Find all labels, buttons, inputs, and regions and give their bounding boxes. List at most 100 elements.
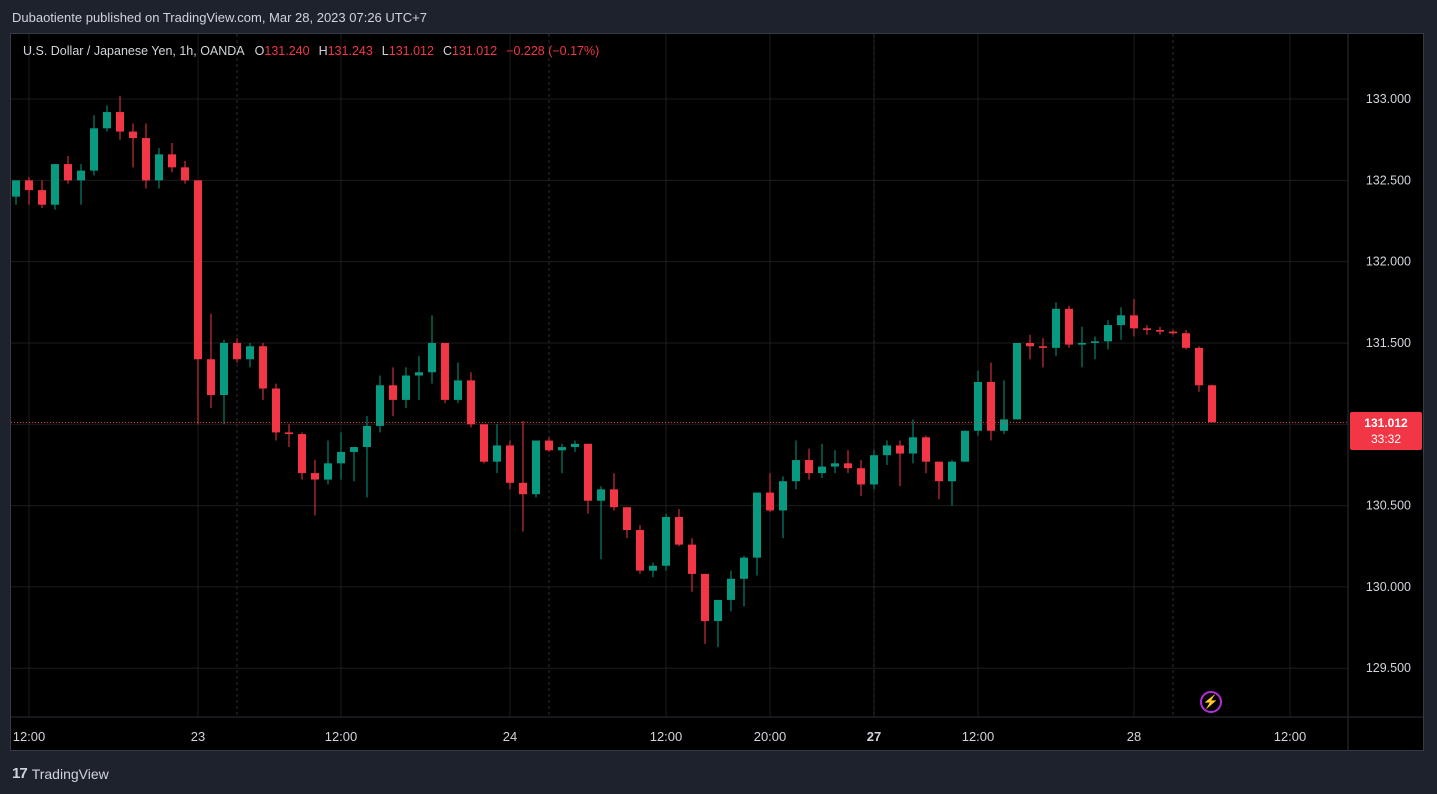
candle-body: [623, 507, 631, 530]
candle-body: [1117, 315, 1125, 326]
candle-body: [792, 460, 800, 482]
candle-body: [974, 382, 982, 431]
tradingview-logo[interactable]: 17 TradingView: [12, 765, 109, 782]
candle-body: [272, 388, 280, 433]
candle-body: [480, 424, 488, 462]
candle-body: [103, 112, 111, 129]
candle-body: [64, 164, 72, 181]
candle-body: [493, 445, 501, 462]
candle-body: [714, 599, 722, 622]
candle-body: [766, 492, 774, 511]
low-value: 131.012: [388, 44, 434, 58]
candle-body: [1169, 331, 1177, 334]
bar-countdown: 33:32: [1370, 432, 1402, 447]
candle-body: [727, 578, 735, 600]
candle-body: [896, 445, 904, 454]
candle-body: [1039, 346, 1047, 348]
candle-body: [688, 544, 696, 574]
candle-body: [1078, 342, 1086, 345]
publish-header: Dubaotiente published on TradingView.com…: [12, 10, 427, 25]
candle-body: [25, 180, 33, 191]
candle-body: [597, 489, 605, 501]
candle-body: [402, 375, 410, 400]
candle-body: [1052, 308, 1060, 348]
candle-body: [870, 455, 878, 485]
candle-body: [129, 131, 137, 139]
x-tick-label: 24: [503, 729, 517, 744]
candle-body: [545, 440, 553, 451]
candle-body: [415, 372, 423, 376]
candle-body: [909, 437, 917, 454]
candle-body: [935, 461, 943, 482]
candle-body: [207, 359, 215, 396]
candle-body: [441, 342, 449, 400]
candle-body: [883, 445, 891, 456]
candle-body: [506, 445, 514, 483]
candle-body: [675, 516, 683, 545]
candle-body: [987, 382, 995, 431]
close-label: C: [442, 44, 452, 58]
candle-body: [181, 167, 189, 181]
candle-body: [805, 460, 813, 474]
candle-body: [285, 432, 293, 435]
candle-body: [519, 482, 527, 495]
chart-frame[interactable]: 133.000132.500132.000131.500131.000130.5…: [10, 33, 1424, 751]
candle-body: [298, 434, 306, 474]
candle-body: [194, 180, 202, 360]
candle-body: [311, 473, 319, 480]
x-tick-label: 12:00: [650, 729, 683, 744]
candle-body: [857, 468, 865, 485]
candle-body: [649, 565, 657, 571]
candle-body: [753, 492, 761, 558]
x-tick-label: 12:00: [1274, 729, 1307, 744]
x-tick-label: 23: [191, 729, 205, 744]
candle-body: [337, 451, 345, 464]
candle-body: [220, 342, 228, 396]
candle-body: [1130, 315, 1138, 329]
candle-body: [363, 425, 371, 448]
close-value: 131.012: [451, 44, 498, 58]
tradingview-logo-icon: 17: [12, 765, 28, 782]
candle-body: [558, 447, 566, 451]
candle-body: [922, 437, 930, 462]
open-label: O: [254, 44, 265, 58]
candle-body: [77, 170, 85, 181]
candle-body: [818, 466, 826, 474]
x-tick-label: 12:00: [962, 729, 995, 744]
change-value: −0.228 (−0.17%): [506, 44, 600, 58]
y-tick-label: 130.000: [1366, 580, 1411, 594]
candle-body: [1013, 342, 1021, 420]
x-tick-label: 12:00: [325, 729, 358, 744]
candle-body: [454, 380, 462, 400]
candle-body: [246, 346, 254, 360]
candle-body: [662, 516, 670, 566]
candle-body: [961, 430, 969, 462]
candle-body: [1026, 342, 1034, 347]
candle-body: [142, 138, 150, 181]
high-value: 131.243: [327, 44, 373, 58]
candle-body: [610, 489, 618, 508]
candle-body: [155, 154, 163, 181]
lightning-bolt-icon[interactable]: ⚡: [1200, 691, 1222, 713]
candle-body: [701, 573, 709, 622]
candle-body: [1195, 347, 1203, 386]
y-tick-label: 132.000: [1366, 255, 1411, 269]
candle-body: [467, 380, 475, 425]
candle-body: [51, 164, 59, 205]
candle-body: [259, 346, 267, 389]
last-price-tag: 131.012 33:32: [1350, 412, 1422, 451]
ohlc-legend: U.S. Dollar / Japanese Yen, 1h, OANDA O …: [23, 44, 603, 58]
candle-body: [168, 154, 176, 168]
candle-body: [1143, 328, 1151, 330]
candle-body: [844, 463, 852, 469]
candle-body: [324, 463, 332, 480]
candle-body: [1156, 329, 1164, 332]
open-value: 131.240: [264, 44, 310, 58]
candlestick-chart[interactable]: 133.000132.500132.000131.500131.000130.5…: [11, 34, 1423, 750]
candle-body: [1065, 308, 1073, 345]
candle-body: [350, 447, 358, 452]
candle-body: [389, 385, 397, 400]
candle-body: [38, 190, 46, 205]
y-tick-label: 133.000: [1366, 92, 1411, 106]
candle-body: [1104, 325, 1112, 342]
